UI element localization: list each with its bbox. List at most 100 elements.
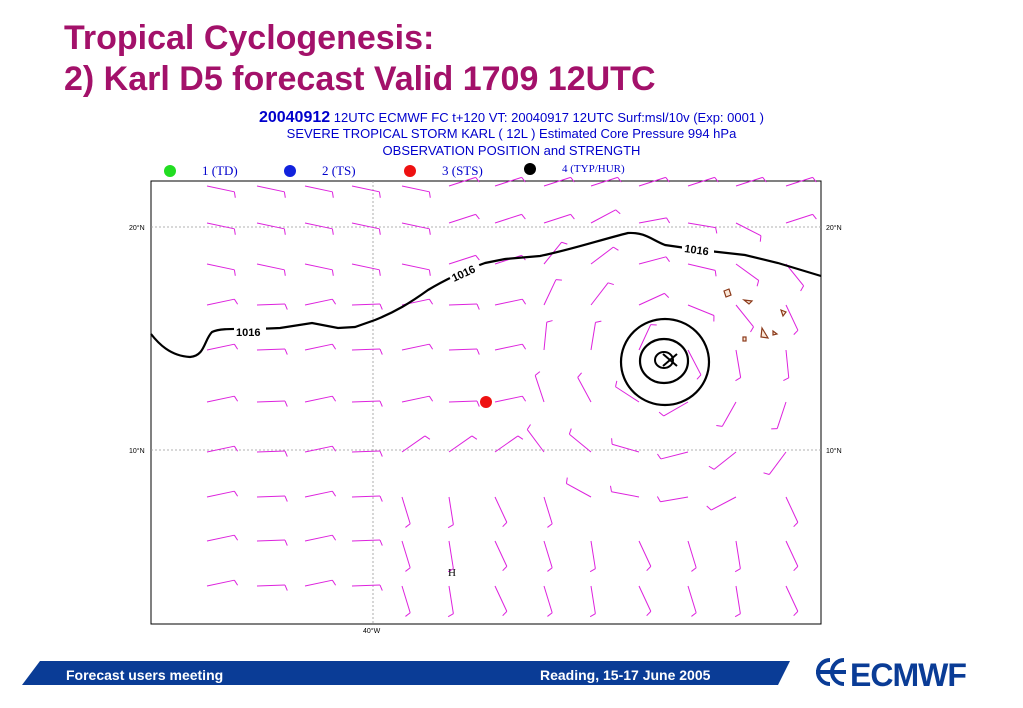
- wind-barb-feather: [233, 579, 239, 586]
- wind-barb-feather: [284, 348, 288, 355]
- wind-barb: [304, 395, 333, 403]
- wind-barb: [638, 292, 665, 306]
- island-outlines: [723, 288, 787, 342]
- wind-barb-feather: [565, 477, 568, 484]
- wind-barb: [638, 217, 667, 224]
- legend-item-sts: 3 (STS): [404, 163, 483, 179]
- wind-barb-feather: [691, 612, 697, 617]
- wind-barb: [448, 435, 473, 453]
- wind-barb: [401, 395, 430, 403]
- wind-barb-feather: [734, 568, 741, 573]
- wind-barb-feather: [521, 214, 526, 220]
- wind-barb: [687, 304, 715, 316]
- wind-barb: [687, 222, 716, 229]
- wind-barb: [687, 263, 716, 271]
- wind-barb-feather: [331, 534, 337, 541]
- wind-barb: [590, 209, 616, 224]
- legend-label-hur: 4 (TYP/HUR): [562, 163, 625, 175]
- isobar-label-bg-2: [447, 259, 483, 285]
- wind-barb: [494, 213, 522, 224]
- legend-item-hur: 4 (TYP/HUR): [524, 163, 625, 175]
- wind-barb: [687, 349, 702, 376]
- wind-barb: [721, 401, 737, 427]
- wind-barb: [543, 540, 553, 568]
- wind-barb-feather: [793, 329, 799, 335]
- wind-barb-feather: [428, 228, 431, 235]
- title-line-2: 2) Karl D5 forecast Valid 1709 12UTC: [64, 60, 656, 98]
- wind-barb-feather: [763, 472, 770, 475]
- wind-barb-feather: [379, 495, 383, 502]
- wind-barb: [206, 490, 235, 498]
- wind-barb: [256, 495, 286, 498]
- wind-barb-feather: [665, 177, 670, 183]
- wind-barb: [351, 185, 380, 193]
- wind-barb: [590, 322, 596, 351]
- wind-barb: [206, 185, 235, 193]
- legend-item-td: 1 (TD): [164, 163, 238, 179]
- wind-barb-feather: [379, 450, 383, 457]
- wind-barb: [256, 303, 286, 306]
- wind-barb: [590, 246, 614, 265]
- wind-barb-feather: [405, 523, 411, 528]
- wind-barb: [448, 213, 476, 224]
- wind-barb: [448, 540, 454, 569]
- wind-barb-feather: [568, 428, 572, 435]
- wind-barb: [448, 585, 454, 614]
- wind-barb-feather: [657, 453, 662, 460]
- title-line-1: Tropical Cyclogenesis:: [64, 19, 435, 57]
- wind-barb-feather: [378, 269, 381, 276]
- wind-barb-feather: [471, 435, 478, 440]
- wind-barb: [543, 213, 571, 224]
- wind-barb-feather: [233, 298, 239, 305]
- isobar-1016: [150, 231, 822, 359]
- wind-barb: [448, 400, 478, 403]
- isobar-label-3: 1016: [684, 243, 710, 258]
- wind-barb: [638, 176, 666, 187]
- wind-barb: [735, 540, 741, 569]
- wind-barb-feather: [475, 214, 480, 220]
- legend-label-td: 1 (TD): [202, 163, 238, 178]
- wind-barb-feather: [284, 303, 288, 310]
- wind-barb: [785, 585, 799, 612]
- wind-barb-feather: [561, 241, 568, 245]
- wind-barb-feather: [691, 567, 697, 572]
- wind-barb: [785, 349, 790, 378]
- wind-barb-feather: [546, 320, 553, 323]
- wind-barb-feather: [812, 214, 817, 220]
- wind-barb: [735, 349, 742, 378]
- wind-barb-feather: [783, 377, 789, 381]
- wind-barb: [611, 491, 640, 498]
- wind-barb: [494, 496, 508, 523]
- wind-barb: [494, 395, 523, 403]
- wind-barb-feather: [331, 343, 337, 350]
- wind-barb-feather: [331, 269, 334, 276]
- wind-barb-feather: [475, 255, 480, 261]
- wind-barb: [351, 222, 380, 230]
- wind-barb-feather: [476, 400, 480, 407]
- wind-barb: [543, 496, 553, 524]
- legend-label-ts: 2 (TS): [322, 163, 356, 178]
- wind-barb: [304, 185, 333, 193]
- wind-barb-feather: [284, 539, 288, 546]
- wind-barb: [206, 263, 235, 271]
- lat-label-10n-right: 10°N: [826, 447, 842, 455]
- wind-barb-feather: [793, 566, 799, 572]
- legend-dot-hur: [524, 163, 536, 175]
- wind-barb-feather: [284, 495, 288, 502]
- wind-barb-feather: [331, 191, 334, 198]
- wind-barb-feather: [570, 177, 575, 183]
- isobar-label-bg-3: [682, 242, 714, 255]
- wind-barb: [713, 451, 737, 470]
- wind-barb: [590, 282, 609, 306]
- wind-barb: [785, 176, 813, 187]
- wind-barb-feather: [750, 326, 754, 333]
- wind-barb-feather: [447, 524, 454, 529]
- wind-barb: [256, 450, 286, 453]
- wind-barb: [494, 435, 519, 453]
- wind-barb: [590, 585, 596, 614]
- wind-barb-feather: [715, 227, 718, 234]
- wind-barb-feather: [428, 343, 434, 350]
- wind-barb: [768, 451, 787, 475]
- wind-barb: [735, 304, 754, 328]
- wind-barb-feather: [378, 228, 381, 235]
